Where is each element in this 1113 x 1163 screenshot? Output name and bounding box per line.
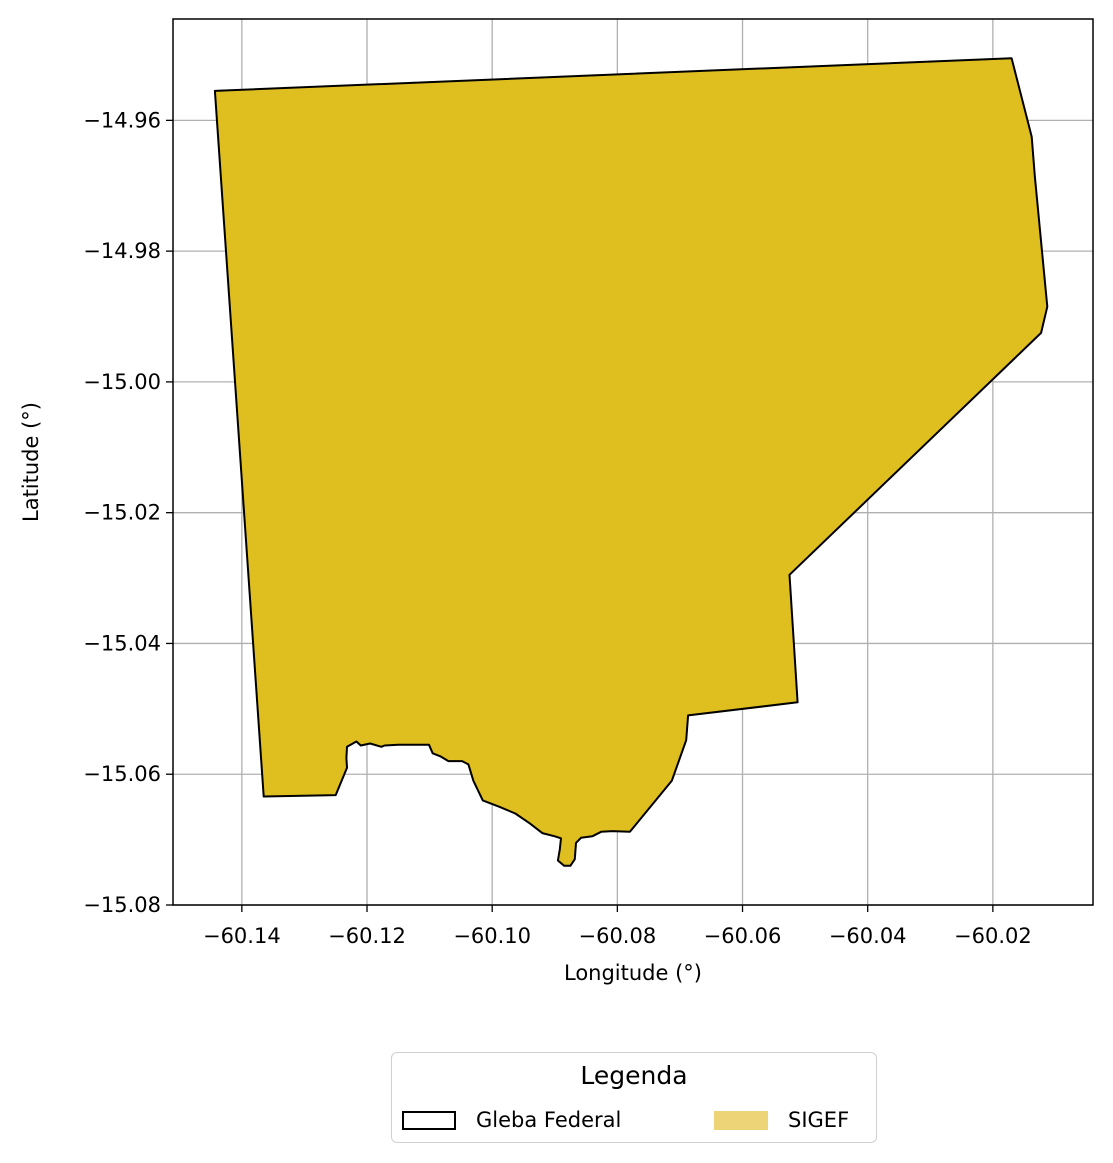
sigef-polygon (213, 57, 1049, 867)
x-tick-label: −60.14 (203, 924, 281, 948)
axes-frame (172, 18, 1094, 906)
y-tick-label: −15.02 (83, 501, 161, 525)
y-tick-label: −15.00 (83, 370, 161, 394)
x-tick-label: −60.06 (704, 924, 782, 948)
legend-swatch-sigef (714, 1110, 768, 1130)
x-tick-label: −60.04 (829, 924, 907, 948)
ticks: −60.14 −60.12 −60.10 −60.08 −60.06 −60.04 −60.… (83, 108, 1031, 948)
legend-entry-gleba-federal: Gleba Federal (402, 1105, 621, 1135)
y-tick-label: −14.96 (83, 108, 161, 132)
legend-title: Legenda (580, 1061, 688, 1090)
y-tick-label: −14.98 (83, 239, 161, 263)
y-axis-label: Latitude (°) (19, 402, 43, 522)
x-tick-label: −60.08 (578, 924, 656, 948)
legend-label-sigef: SIGEF (788, 1108, 850, 1132)
x-tick-label: −60.12 (328, 924, 406, 948)
x-tick-label: −60.02 (954, 924, 1032, 948)
y-tick-label: −15.04 (83, 631, 161, 655)
x-axis-label: Longitude (°) (564, 961, 702, 985)
legend-swatch-gleba-federal (402, 1110, 456, 1130)
legend-entry-sigef: SIGEF (714, 1105, 849, 1135)
x-tick-label: −60.10 (453, 924, 531, 948)
legend: Legenda Gleba Federal SIGEF (391, 1052, 877, 1143)
sigef-layer (213, 57, 1049, 867)
y-tick-label: −15.08 (83, 893, 161, 917)
legend-label-gleba-federal: Gleba Federal (476, 1108, 622, 1132)
y-tick-label: −15.06 (83, 762, 161, 786)
